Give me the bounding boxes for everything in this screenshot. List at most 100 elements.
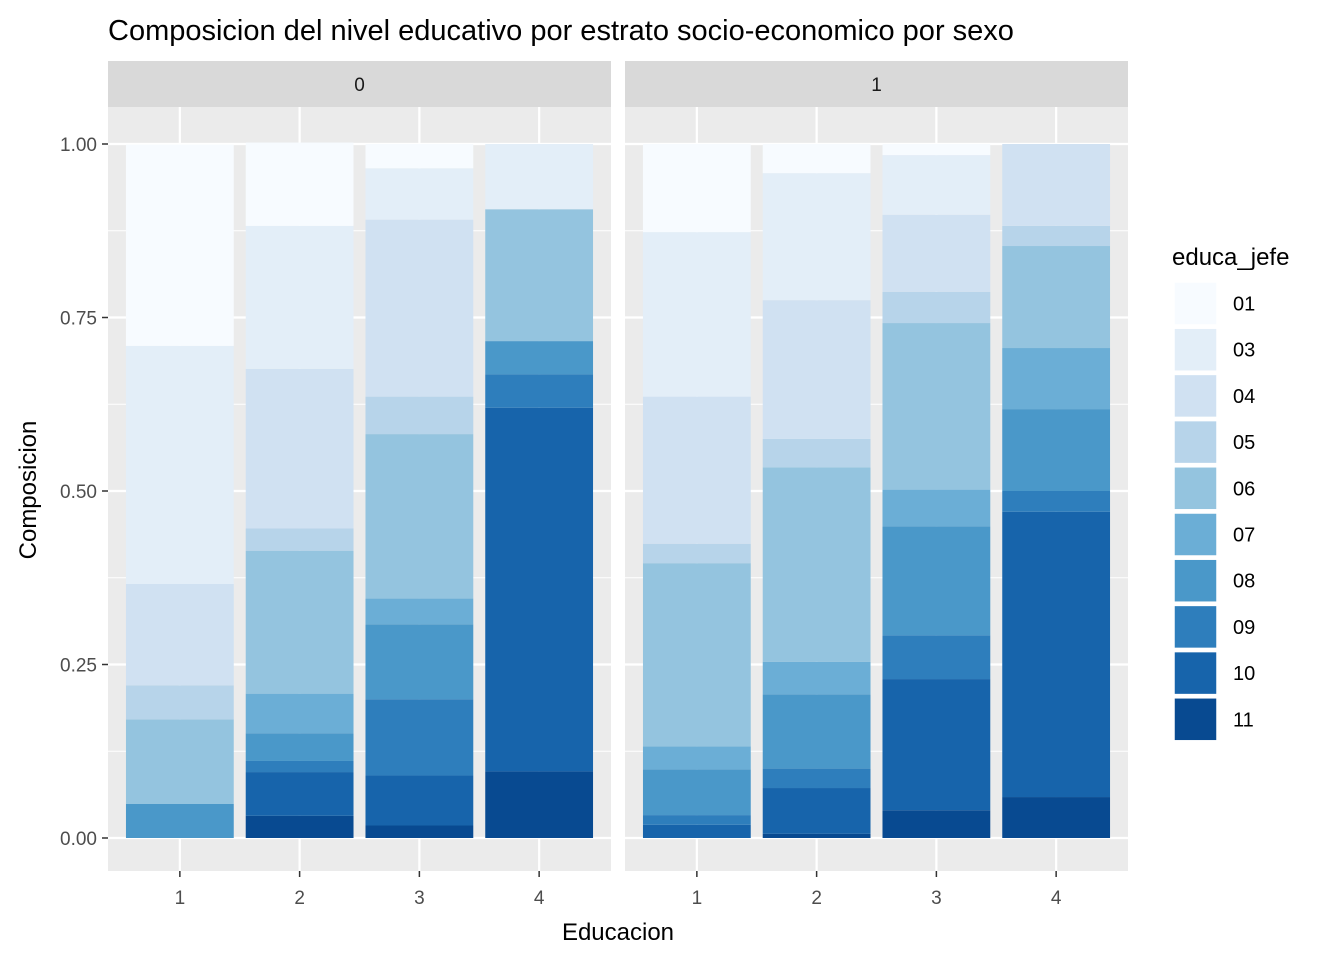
legend-key [1173,419,1218,465]
bar-segment-05 [1002,225,1111,247]
y-tick-label: 0.25 [60,656,97,677]
bar-segment-07 [642,746,751,770]
legend-label: 01 [1233,294,1255,316]
bar-segment-08 [485,341,594,375]
facet-strip-label: 1 [871,75,882,96]
bar-segment-06 [365,434,474,599]
bar-segment-04 [1002,144,1111,226]
bar-segment-08 [125,803,234,838]
bar-segment-08 [245,733,354,761]
legend-key [1173,604,1218,650]
bar-segment-10 [1002,511,1111,798]
legend-key [1173,281,1218,326]
legend-item-11: 11 [1173,697,1254,742]
bar-segment-05 [125,685,234,720]
legend-key [1173,327,1218,372]
legend-label: 04 [1233,386,1255,408]
legend-key [1173,466,1218,511]
y-axis-label: Composicion [15,421,42,560]
bar-segment-03 [882,155,991,215]
bar-segment-04 [882,214,991,292]
bar-segment-01 [642,144,751,233]
legend-label: 07 [1233,525,1255,547]
bar-segment-09 [762,768,871,789]
bar-stack-3 [365,144,474,838]
bar-segment-11 [485,771,594,838]
legend-item-05: 05 [1173,419,1255,465]
facet-panel-0: 0 1 2 3 4 [108,61,611,909]
chart-title: Composicion del nivel educativo por estr… [108,15,1014,47]
bar-segment-05 [365,396,474,435]
bar-segment-09 [1002,491,1111,512]
legend-label: 05 [1233,432,1255,454]
bar-stack-4 [485,144,594,838]
facet-panels: 0 1 2 3 4 1 1 2 3 4 0.00 0.25 0.50 0.75 1.00 [60,61,1128,909]
bar-segment-06 [882,323,991,490]
bar-segment-11 [882,810,991,838]
bar-segment-10 [762,788,871,834]
bar-segment-05 [642,543,751,564]
bar-stack-1 [125,144,234,838]
bar-stack-1 [642,144,751,838]
bar-segment-03 [125,345,234,584]
legend-label: 08 [1233,571,1255,593]
legend-item-04: 04 [1173,373,1255,419]
bar-segment-07 [882,489,991,527]
bar-segment-01 [365,144,474,169]
y-tick-label: 0.50 [60,482,97,503]
bar-segment-04 [642,396,751,544]
x-tick-label: 2 [294,888,305,909]
bar-segment-06 [245,550,354,694]
legend-item-03: 03 [1173,327,1255,372]
x-tick-label: 3 [414,888,425,909]
bar-segment-07 [762,661,871,695]
y-tick-label: 0.75 [60,309,97,330]
legend-key [1173,558,1218,603]
x-tick-label: 3 [931,888,942,909]
bar-stack-2 [245,142,354,838]
legend-key [1173,650,1218,696]
legend-key [1173,697,1218,742]
bar-segment-08 [642,769,751,816]
bar-segment-08 [762,694,871,769]
bar-stack-4 [1002,144,1111,838]
legend-label: 11 [1233,709,1254,731]
legend-item-08: 08 [1173,558,1255,603]
legend-item-09: 09 [1173,604,1255,650]
x-tick-label: 4 [1051,888,1062,909]
bar-segment-09 [642,815,751,825]
bar-segment-10 [365,775,474,826]
legend-label: 09 [1233,617,1255,639]
bar-segment-03 [642,232,751,397]
bar-segment-11 [245,815,354,838]
bar-segment-07 [1002,348,1111,410]
bar-segment-09 [245,760,354,773]
bar-segment-11 [1002,797,1111,838]
bar-segment-04 [245,368,354,529]
legend-key [1173,373,1218,419]
bar-segment-03 [762,173,871,301]
bar-segment-10 [882,679,991,811]
bar-segment-06 [485,209,594,342]
bar-segment-10 [485,407,594,772]
bar-segment-05 [882,291,991,324]
bar-segment-04 [125,583,234,686]
bar-segment-03 [485,144,594,210]
legend-label: 10 [1233,663,1255,685]
bar-segment-09 [485,374,594,408]
bar-segment-04 [762,300,871,439]
legend-item-01: 01 [1173,281,1255,326]
bar-segment-08 [1002,409,1111,491]
legend-key [1173,512,1218,557]
facet-strip [625,61,1128,107]
bar-segment-06 [762,467,871,662]
x-tick-label: 1 [175,888,186,909]
legend-item-06: 06 [1173,466,1255,511]
x-tick-label: 2 [811,888,822,909]
bar-segment-07 [365,598,474,625]
legend-label: 06 [1233,478,1255,500]
bar-segment-04 [365,219,474,397]
x-tick-label: 4 [534,888,545,909]
